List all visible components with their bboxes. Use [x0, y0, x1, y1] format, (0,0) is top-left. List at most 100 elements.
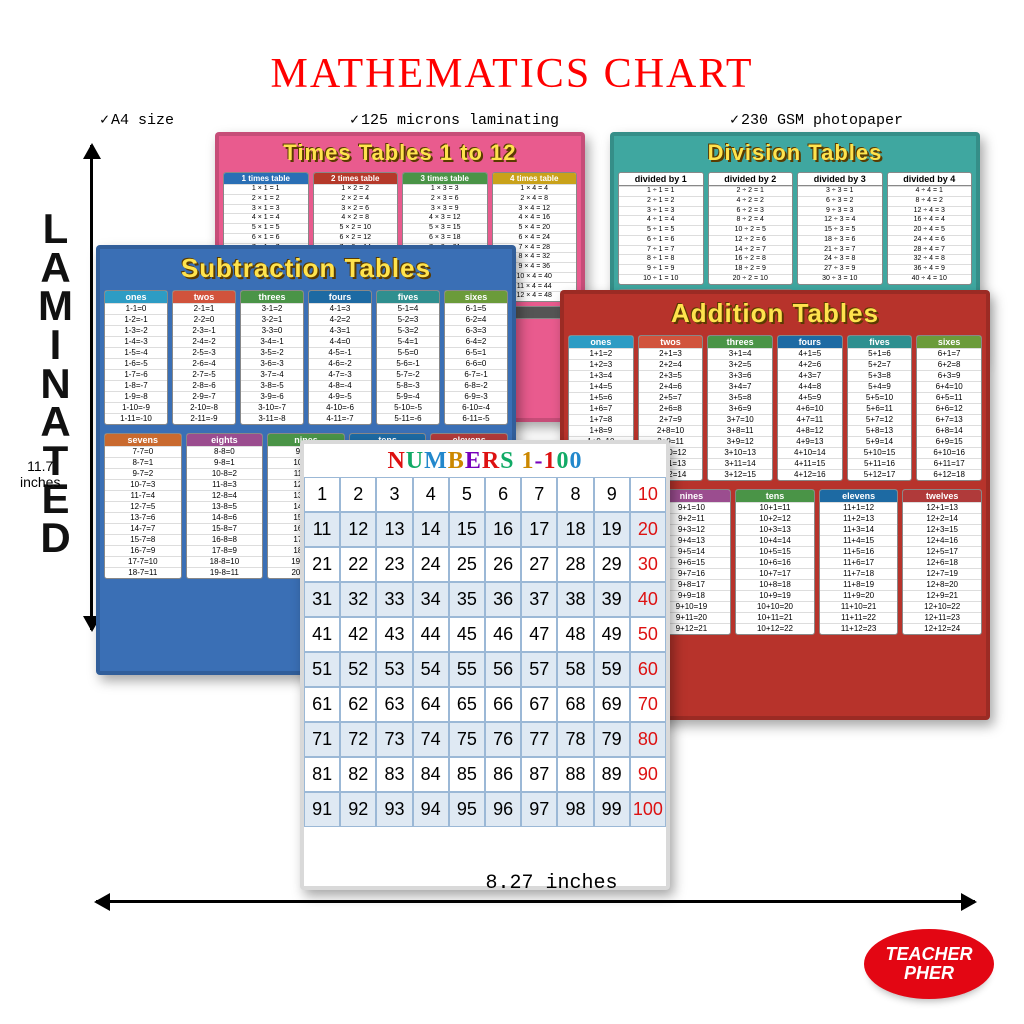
number-cell: 96: [485, 792, 521, 827]
number-cell: 80: [630, 722, 666, 757]
number-cell: 6: [485, 477, 521, 512]
number-cell: 63: [376, 687, 412, 722]
number-cell: 1: [304, 477, 340, 512]
table-column: sixes6+1=76+2=86+3=96+4=106+5=116+6=126+…: [916, 335, 982, 481]
number-cell: 69: [594, 687, 630, 722]
number-cell: 29: [594, 547, 630, 582]
table-column: fours4+1=54+2=64+3=74+4=84+5=94+6=104+7=…: [777, 335, 843, 481]
number-cell: 25: [449, 547, 485, 582]
number-cell: 61: [304, 687, 340, 722]
number-cell: 30: [630, 547, 666, 582]
number-cell: 16: [485, 512, 521, 547]
number-cell: 82: [340, 757, 376, 792]
number-cell: 55: [449, 652, 485, 687]
number-cell: 23: [376, 547, 412, 582]
number-cell: 88: [557, 757, 593, 792]
number-cell: 68: [557, 687, 593, 722]
page-title: MATHEMATICS CHART: [0, 50, 1024, 98]
number-cell: 4: [413, 477, 449, 512]
number-cell: 76: [485, 722, 521, 757]
number-cell: 95: [449, 792, 485, 827]
number-cell: 33: [376, 582, 412, 617]
number-cell: 20: [630, 512, 666, 547]
spec-label: 125 microns laminating: [350, 110, 559, 129]
number-cell: 43: [376, 617, 412, 652]
number-cell: 85: [449, 757, 485, 792]
number-cell: 39: [594, 582, 630, 617]
number-cell: 19: [594, 512, 630, 547]
table-column: fives5-1=45-2=35-3=25-4=15-5=05-6=-15-7=…: [376, 290, 440, 425]
number-cell: 71: [304, 722, 340, 757]
number-cell: 18: [557, 512, 593, 547]
number-cell: 36: [485, 582, 521, 617]
number-cell: 50: [630, 617, 666, 652]
width-dim-label: 8.27 inches: [486, 872, 618, 895]
number-cell: 35: [449, 582, 485, 617]
number-cell: 58: [557, 652, 593, 687]
table-column: divided by 22 ÷ 2 = 14 ÷ 2 = 26 ÷ 2 = 38…: [708, 172, 794, 285]
number-cell: 2: [340, 477, 376, 512]
division-tables-title: Division Tables: [614, 136, 976, 168]
numbers-1-100-chart: NUMBERS 1-100 12345678910111213141516171…: [300, 440, 670, 890]
number-cell: 51: [304, 652, 340, 687]
table-column: threes3-1=23-2=13-3=03-4=-13-5=-23-6=-33…: [240, 290, 304, 425]
number-cell: 49: [594, 617, 630, 652]
number-cell: 87: [521, 757, 557, 792]
table-column: sixes6-1=56-2=46-3=36-4=26-5=16-6=06-7=-…: [444, 290, 508, 425]
height-dim-label: 11.7inches: [20, 458, 60, 490]
number-cell: 21: [304, 547, 340, 582]
brand-badge: TEACHER PHER: [864, 929, 994, 999]
number-cell: 73: [376, 722, 412, 757]
number-cell: 59: [594, 652, 630, 687]
number-cell: 47: [521, 617, 557, 652]
number-cell: 38: [557, 582, 593, 617]
number-cell: 13: [376, 512, 412, 547]
number-cell: 65: [449, 687, 485, 722]
number-cell: 52: [340, 652, 376, 687]
number-cell: 32: [340, 582, 376, 617]
number-cell: 60: [630, 652, 666, 687]
number-cell: 70: [630, 687, 666, 722]
number-cell: 7: [521, 477, 557, 512]
number-cell: 56: [485, 652, 521, 687]
number-cell: 11: [304, 512, 340, 547]
number-cell: 37: [521, 582, 557, 617]
number-cell: 78: [557, 722, 593, 757]
laminated-label: LAMINATED: [38, 210, 73, 558]
number-cell: 48: [557, 617, 593, 652]
number-cell: 22: [340, 547, 376, 582]
number-cell: 24: [413, 547, 449, 582]
times-tables-title: Times Tables 1 to 12: [219, 136, 581, 168]
number-cell: 97: [521, 792, 557, 827]
number-cell: 72: [340, 722, 376, 757]
number-cell: 62: [340, 687, 376, 722]
number-cell: 34: [413, 582, 449, 617]
number-cell: 31: [304, 582, 340, 617]
table-column: fives5+1=65+2=75+3=85+4=95+5=105+6=115+7…: [847, 335, 913, 481]
table-column: eights8-8=09-8=110-8=211-8=312-8=413-8=5…: [186, 433, 264, 579]
table-column: tens10+1=1110+2=1210+3=1310+4=1410+5=151…: [735, 489, 815, 635]
table-column: twelves12+1=1312+2=1412+3=1512+4=1612+5=…: [902, 489, 982, 635]
table-column: ones1-1=01-2=-11-3=-21-4=-31-5=-41-6=-51…: [104, 290, 168, 425]
table-column: divided by 44 ÷ 4 = 18 ÷ 4 = 212 ÷ 4 = 3…: [887, 172, 973, 285]
table-column: twos2-1=12-2=02-3=-12-4=-22-5=-32-6=-42-…: [172, 290, 236, 425]
number-cell: 26: [485, 547, 521, 582]
table-column: fours4-1=34-2=24-3=14-4=04-5=-14-6=-24-7…: [308, 290, 372, 425]
number-cell: 28: [557, 547, 593, 582]
number-cell: 92: [340, 792, 376, 827]
spec-label: A4 size: [100, 110, 174, 129]
number-cell: 64: [413, 687, 449, 722]
number-cell: 15: [449, 512, 485, 547]
table-column: divided by 11 ÷ 1 = 12 ÷ 1 = 23 ÷ 1 = 34…: [618, 172, 704, 285]
number-cell: 41: [304, 617, 340, 652]
number-cell: 53: [376, 652, 412, 687]
number-cell: 74: [413, 722, 449, 757]
number-cell: 66: [485, 687, 521, 722]
number-cell: 45: [449, 617, 485, 652]
number-cell: 83: [376, 757, 412, 792]
spec-label: 230 GSM photopaper: [730, 110, 903, 129]
number-cell: 77: [521, 722, 557, 757]
number-cell: 5: [449, 477, 485, 512]
numbers-1-100-title: NUMBERS 1-100: [304, 444, 666, 477]
addition-tables-title: Addition Tables: [564, 294, 986, 331]
